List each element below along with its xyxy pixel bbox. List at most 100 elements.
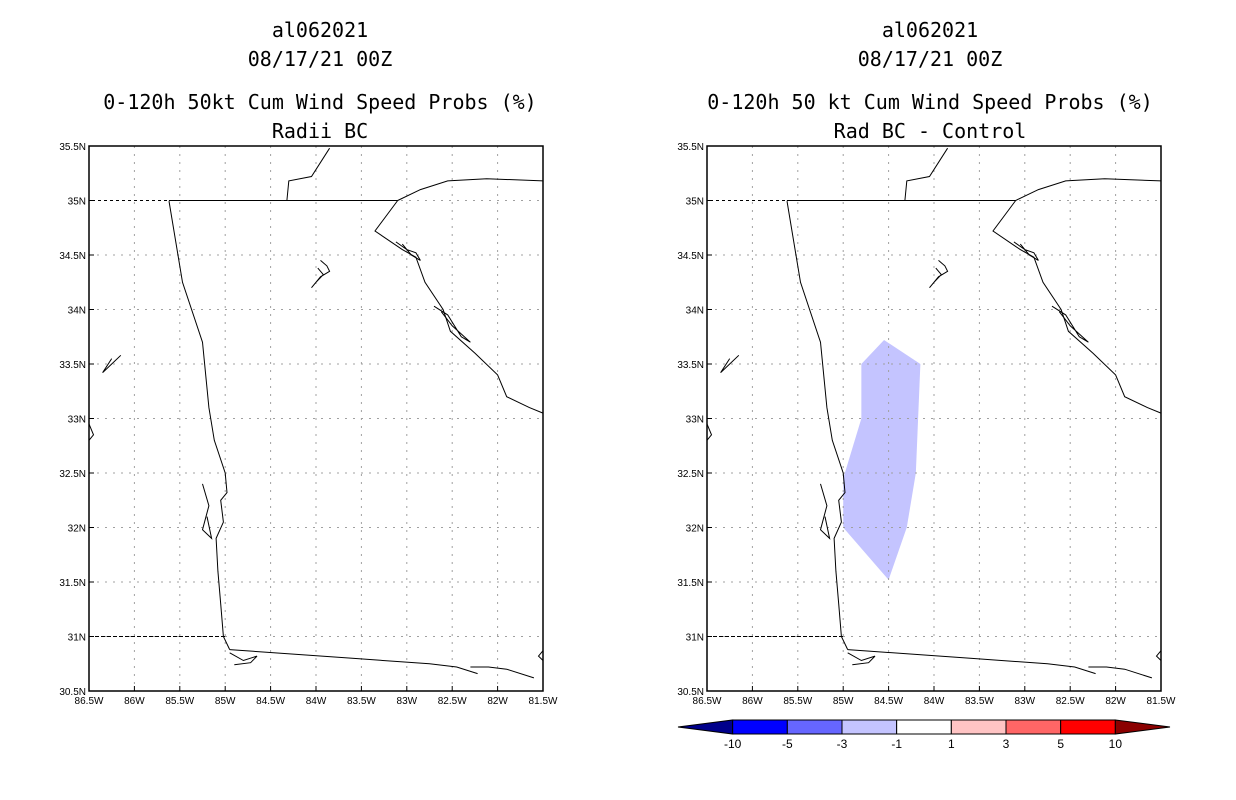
lat-tick-label: 35.5N: [677, 142, 704, 153]
colorbar-label: -5: [782, 737, 793, 751]
lon-tick-label: 86.5W: [75, 696, 104, 707]
map-boundary-flGaBorder: [229, 649, 478, 675]
map-boundary-tnSc: [286, 147, 331, 201]
lat-tick-label: 30.5N: [59, 687, 86, 698]
map-boundary-gaAlBorder: [168, 200, 231, 650]
map-boundary-lake3: [433, 305, 471, 343]
lat-tick-label: 33.5N: [677, 360, 704, 371]
colorbar-label: 5: [1057, 737, 1064, 751]
map-boundary-ncSc: [1015, 178, 1162, 201]
left-panel-titles: al062021 08/17/21 00Z 0-120h 50kt Cum Wi…: [40, 16, 600, 146]
lon-tick-label: 82W: [1105, 696, 1126, 707]
left-datetime: 08/17/21 00Z: [247, 47, 393, 71]
lon-tick-label: 85.5W: [783, 696, 812, 707]
left-subtitle: Radii BC: [271, 119, 369, 143]
lat-tick-label: 32.5N: [59, 469, 86, 480]
map-boundary-lake2: [395, 241, 421, 261]
map-boundary-lake7: [1088, 666, 1153, 679]
map-boundary-lake4: [720, 354, 740, 374]
map-boundary-lake5: [201, 483, 213, 540]
lon-tick-label: 81.5W: [529, 696, 558, 707]
lat-tick-label: 33.5N: [59, 360, 86, 371]
colorbar-segment: [896, 719, 952, 735]
lat-tick-label: 30.5N: [677, 687, 704, 698]
lon-tick-label: 84W: [924, 696, 945, 707]
lon-tick-label: 86W: [742, 696, 763, 707]
lat-tick-label: 34N: [68, 306, 86, 317]
map-boundary-edgeEast: [1155, 650, 1162, 661]
lon-tick-label: 84.5W: [874, 696, 903, 707]
map-boundary-lake7: [470, 666, 535, 679]
right-panel-titles: al062021 08/17/21 00Z 0-120h 50 kt Cum W…: [650, 16, 1210, 146]
left-product-title: 0-120h 50kt Cum Wind Speed Probs (%): [103, 90, 537, 114]
colorbar-label: 3: [1003, 737, 1010, 751]
lat-tick-label: 31.5N: [59, 578, 86, 589]
colorbar: -10 -5 -3 -1 1 3 5 10: [677, 719, 1171, 751]
colorbar-label: -3: [837, 737, 848, 751]
right-map-panel: 86.5W 86W 85.5W 85W 84.5W 84W 83.5W 83W 82.5W 82W…: [677, 142, 1176, 707]
lat-tick-label: 33N: [68, 415, 86, 426]
map-boundary-lake6: [847, 652, 876, 666]
map-boundary-ncSc: [397, 178, 544, 201]
right-storm-id: al062021: [881, 18, 979, 42]
lat-tick-label: 34.5N: [677, 251, 704, 262]
lat-tick-label: 31N: [686, 633, 704, 644]
lon-tick-label: 82.5W: [438, 696, 467, 707]
lat-tick-label: 33N: [686, 415, 704, 426]
lon-tick-label: 83W: [397, 696, 418, 707]
lon-tick-label: 85W: [215, 696, 236, 707]
lat-tick-label: 32.5N: [677, 469, 704, 480]
colorbar-label: -1: [891, 737, 902, 751]
map-boundary-lake4: [102, 354, 122, 374]
map-boundary-lake5: [819, 483, 831, 540]
lon-tick-label: 81.5W: [1147, 696, 1176, 707]
right-product-title: 0-120h 50 kt Cum Wind Speed Probs (%): [707, 90, 1153, 114]
lat-tick-label: 34.5N: [59, 251, 86, 262]
lat-tick-label: 35.5N: [59, 142, 86, 153]
map-boundary-edgeEast: [537, 650, 544, 661]
lon-tick-label: 84.5W: [256, 696, 285, 707]
lon-tick-label: 83W: [1015, 696, 1036, 707]
lat-tick-label: 35N: [68, 197, 86, 208]
map-boundary-tnSc: [904, 147, 949, 201]
negative-difference-shading: [843, 340, 921, 580]
colorbar-segment: [786, 719, 843, 735]
lat-tick-label: 31.5N: [677, 578, 704, 589]
lat-tick-label: 32N: [686, 524, 704, 535]
colorbar-segment: [950, 719, 1007, 735]
colorbar-segment: [1114, 719, 1171, 735]
colorbar-label: 10: [1109, 737, 1123, 751]
lat-tick-label: 32N: [68, 524, 86, 535]
lon-tick-label: 83.5W: [347, 696, 376, 707]
right-subtitle: Rad BC - Control: [833, 119, 1027, 143]
map-boundary-scGa: [374, 200, 544, 414]
colorbar-segment: [677, 719, 734, 735]
left-storm-id: al062021: [271, 18, 369, 42]
left-map-panel: 86.5W 86W 85.5W 85W 84.5W 84W 83.5W 83W 82.5W 82W…: [59, 142, 558, 707]
lat-tick-label: 31N: [68, 633, 86, 644]
map-boundary-lake1: [311, 260, 331, 289]
map-boundary-gaAlBorder: [786, 200, 849, 650]
lon-tick-label: 84W: [306, 696, 327, 707]
map-boundary-lake2: [1013, 241, 1039, 261]
map-boundary-edgeWest: [88, 423, 95, 441]
colorbar-segment: [1005, 719, 1062, 735]
lon-tick-label: 83.5W: [965, 696, 994, 707]
lat-tick-label: 35N: [686, 197, 704, 208]
colorbar-segment: [1060, 719, 1116, 735]
map-boundary-lake6: [229, 652, 258, 666]
lat-tick-label: 34N: [686, 306, 704, 317]
colorbar-segment: [732, 719, 788, 735]
lon-tick-label: 85.5W: [165, 696, 194, 707]
colorbar-segment: [841, 719, 898, 735]
colorbar-label: -10: [724, 737, 742, 751]
lon-tick-label: 85W: [833, 696, 854, 707]
right-datetime: 08/17/21 00Z: [857, 47, 1003, 71]
map-boundary-edgeWest: [706, 423, 713, 441]
map-boundary-scGa: [992, 200, 1162, 414]
lon-tick-label: 82.5W: [1056, 696, 1085, 707]
map-boundary-flGaBorder: [847, 649, 1096, 675]
map-boundary-lake3: [1051, 305, 1089, 343]
lon-tick-label: 82W: [487, 696, 508, 707]
